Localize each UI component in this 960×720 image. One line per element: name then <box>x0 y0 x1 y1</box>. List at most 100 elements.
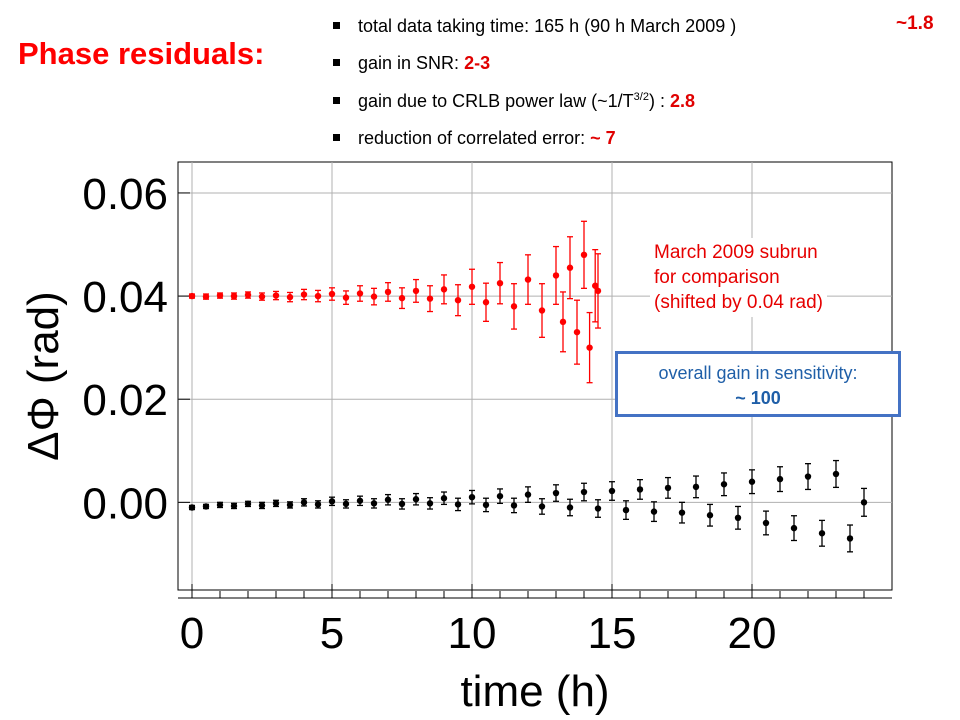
data-point <box>860 499 868 506</box>
annotation-line: March 2009 subrun <box>654 242 818 263</box>
data-point <box>314 292 322 300</box>
data-point <box>454 501 462 508</box>
bullet-value: 2.8 <box>669 91 695 111</box>
data-point <box>510 502 518 509</box>
data-point <box>678 509 686 516</box>
data-point <box>398 294 406 302</box>
data-point <box>622 506 630 514</box>
bullet-text: gain in SNR: <box>358 53 465 73</box>
data-point <box>188 292 196 300</box>
data-point <box>286 293 294 301</box>
data-point <box>454 296 462 304</box>
march-annotation: March 2009 subrun for comparison (shifte… <box>650 238 827 317</box>
data-point <box>496 492 504 500</box>
data-point <box>594 287 602 295</box>
data-point <box>314 501 322 508</box>
data-point <box>538 307 546 314</box>
x-tick-label: 10 <box>448 609 497 658</box>
x-tick-label: 15 <box>588 609 637 658</box>
data-point <box>748 478 756 485</box>
y-tick-label: 0.02 <box>82 376 168 425</box>
data-point <box>510 303 518 310</box>
data-point <box>592 282 599 289</box>
data-point <box>636 486 644 493</box>
bullet-value: 2-3 <box>464 53 491 73</box>
data-point <box>202 503 210 510</box>
annotation-line: (shifted by 0.04 rad) <box>654 292 823 313</box>
bullet-text-tail: ) : <box>648 91 670 111</box>
y-tick-label: 0.00 <box>82 479 168 528</box>
data-point <box>720 481 728 488</box>
data-point <box>216 501 224 509</box>
data-point <box>846 535 854 542</box>
data-point <box>496 279 504 287</box>
data-point <box>524 276 532 283</box>
sensitivity-gain-box: overall gain in sensitivity: ~ 100 <box>615 351 901 417</box>
gain-box-label: overall gain in sensitivity: <box>658 363 858 383</box>
data-point <box>426 500 434 507</box>
bullet-square-icon <box>333 96 340 104</box>
data-point <box>286 501 294 509</box>
data-point <box>272 292 280 299</box>
data-point <box>664 484 672 492</box>
data-point <box>384 288 392 296</box>
bullet-square-icon <box>333 21 340 29</box>
data-point <box>524 491 532 498</box>
data-point <box>342 294 350 301</box>
data-point <box>272 500 280 507</box>
data-point <box>412 287 420 295</box>
data-point <box>608 487 616 495</box>
annotation-line: for comparison <box>654 267 780 288</box>
bullet-text: gain due to CRLB power law (~1/T <box>358 91 634 111</box>
x-tick-label: 5 <box>320 609 344 658</box>
data-point <box>202 293 210 300</box>
data-point <box>566 504 574 511</box>
data-point <box>258 293 266 300</box>
y-tick-label: 0.06 <box>82 170 168 219</box>
data-point <box>412 496 420 503</box>
data-point <box>790 524 798 532</box>
data-point <box>328 498 336 505</box>
data-point <box>818 530 826 537</box>
x-axis-label: time (h) <box>460 667 609 716</box>
data-point <box>468 493 476 501</box>
data-point <box>188 504 196 511</box>
data-point <box>384 496 392 503</box>
x-tick-label: 20 <box>728 609 777 658</box>
data-point <box>559 318 567 326</box>
data-point <box>258 502 266 509</box>
data-point <box>370 293 378 300</box>
data-point <box>342 500 350 508</box>
data-point <box>230 292 238 300</box>
data-point <box>566 264 574 271</box>
data-point <box>552 272 560 279</box>
data-point <box>832 470 840 478</box>
data-point <box>440 495 448 502</box>
data-point <box>650 508 658 515</box>
ratio-note: ~1.8 <box>896 13 934 34</box>
data-point <box>244 291 252 299</box>
data-point <box>398 500 406 508</box>
data-point <box>762 519 770 527</box>
data-point <box>776 475 784 483</box>
data-point <box>594 505 602 512</box>
bullet-square-icon <box>333 58 340 66</box>
x-tick-label: 0 <box>180 609 204 658</box>
bullet-text: total data taking time: 165 h (90 h Marc… <box>358 16 737 36</box>
bullet-snr-gain: gain in SNR: 2-3 <box>333 53 490 74</box>
bullet-superscript: 3/2 <box>633 91 649 103</box>
data-point <box>580 488 588 496</box>
data-point <box>300 291 308 298</box>
bullet-total-time: total data taking time: 165 h (90 h Marc… <box>333 16 736 37</box>
data-point <box>468 283 476 290</box>
data-point <box>706 512 714 519</box>
data-point <box>426 295 434 302</box>
data-point <box>552 489 560 497</box>
data-point <box>230 502 238 510</box>
data-point <box>244 500 252 508</box>
y-tick-label: 0.04 <box>82 273 168 322</box>
data-point <box>538 503 546 510</box>
data-point <box>440 286 448 293</box>
bullet-square-icon <box>333 133 340 141</box>
gain-box-value: ~ 100 <box>735 388 781 408</box>
